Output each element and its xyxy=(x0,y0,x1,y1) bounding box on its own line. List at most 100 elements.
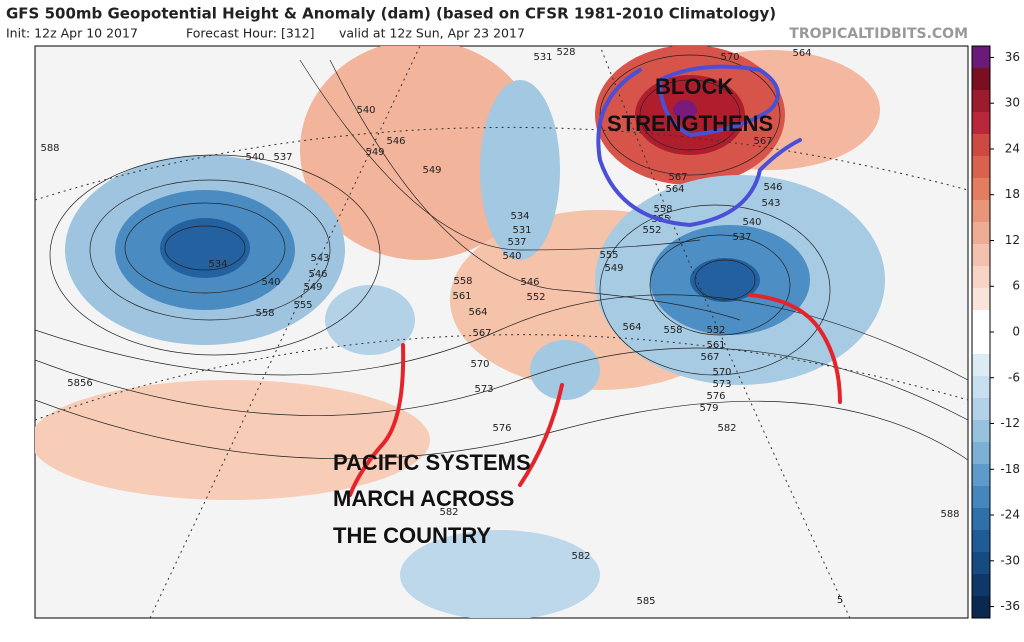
colorbar-segment xyxy=(972,596,990,619)
colorbar-segment xyxy=(972,266,990,289)
colorbar-tick-label: 0 xyxy=(1012,325,1020,339)
colorbar-segment xyxy=(972,46,990,69)
contour-label: 5856 xyxy=(67,378,92,389)
contour-label: 576 xyxy=(492,423,511,434)
contour-label: 543 xyxy=(310,253,329,264)
annotation: PACIFIC SYSTEMS xyxy=(333,450,531,475)
colorbar-segment xyxy=(972,200,990,223)
block-max xyxy=(673,100,697,120)
contour-label: 5 xyxy=(837,595,843,606)
colorbar-segment xyxy=(972,376,990,399)
contour-label: 546 xyxy=(763,182,782,193)
contours xyxy=(35,54,968,461)
contour-label: 570 xyxy=(712,367,731,378)
contour-label: 567 xyxy=(472,328,491,339)
colorbar-tick-label: 30 xyxy=(1005,96,1020,110)
contour-label: 585 xyxy=(636,596,655,607)
valid-time: valid at 12z Sun, Apr 23 2017 xyxy=(339,26,525,41)
contour-label: 558 xyxy=(453,276,472,287)
annotation: BLOCK xyxy=(655,74,733,99)
contour-label: 588 xyxy=(940,509,959,520)
contour-label: 546 xyxy=(308,269,327,280)
contour-label: 549 xyxy=(604,263,623,274)
colorbar-segment xyxy=(972,574,990,597)
colorbar-segment xyxy=(972,68,990,91)
annotation: STRENGTHENS xyxy=(607,111,773,136)
contour-label: 534 xyxy=(208,259,227,270)
contour-label: 537 xyxy=(732,232,751,243)
contour-label: 567 xyxy=(668,172,687,183)
contour-label: 582 xyxy=(717,423,736,434)
colorbar-tick-label: -12 xyxy=(1000,416,1020,430)
ridge xyxy=(300,46,540,260)
anomalies xyxy=(35,46,885,618)
contour-label: 549 xyxy=(303,282,322,293)
colorbar-tick-label: -36 xyxy=(1000,599,1020,613)
contour-label: 564 xyxy=(792,48,811,59)
contour-label: 552 xyxy=(526,292,545,303)
contour-label: 579 xyxy=(699,403,718,414)
colorbar-tick-label: -6 xyxy=(1008,370,1020,384)
colorbar-segment xyxy=(972,464,990,487)
colorbar-segment xyxy=(972,486,990,509)
contour-label: 564 xyxy=(468,307,487,318)
contour-label: 570 xyxy=(470,359,489,370)
colorbar-segment xyxy=(972,420,990,443)
colorbar-tick-label: 18 xyxy=(1005,187,1020,201)
contour-label: 540 xyxy=(502,251,521,262)
init: Init: 12z Apr 10 2017 xyxy=(6,26,138,41)
contour-label: 546 xyxy=(520,277,539,288)
contour-label: 549 xyxy=(365,147,384,158)
contour-label: 528 xyxy=(556,47,575,58)
colorbar-segment xyxy=(972,508,990,531)
contour-label: 564 xyxy=(622,322,641,333)
colorbar-segment xyxy=(972,112,990,135)
colorbar-segment xyxy=(972,156,990,179)
contour-label: 582 xyxy=(439,507,458,518)
contour-label: 531 xyxy=(533,52,552,63)
contour-label: 561 xyxy=(706,340,725,351)
contour-label: 552 xyxy=(642,225,661,236)
contour-label: 543 xyxy=(761,198,780,209)
trough xyxy=(480,80,560,260)
colorbar-tick-label: 12 xyxy=(1005,233,1020,247)
contour-label: 561 xyxy=(452,291,471,302)
contour-label: 564 xyxy=(665,184,684,195)
contour-label: 573 xyxy=(712,379,731,390)
contour-label: 537 xyxy=(507,237,526,248)
graticule xyxy=(34,45,969,619)
colorbar: 36 30 24 18 12 6 0 -6 -12 -18 -24 -30 -36 xyxy=(971,45,1020,619)
colorbar-segment xyxy=(972,288,990,311)
ridge xyxy=(35,380,430,500)
colorbar-tick-label: -24 xyxy=(1000,508,1020,522)
colorbar-segment xyxy=(972,530,990,553)
contour-label: 555 xyxy=(293,300,312,311)
contour-label: 540 xyxy=(245,152,264,163)
hand-drawing xyxy=(348,64,842,497)
colorbar-segment xyxy=(972,90,990,113)
site: TROPICALTIDBITS.COM xyxy=(789,26,968,42)
title: GFS 500mb Geopotential Height & Anomaly … xyxy=(6,5,776,23)
colorbar-segment xyxy=(972,222,990,245)
contour-label: 531 xyxy=(512,225,531,236)
colorbar-tick-label: 36 xyxy=(1005,50,1020,64)
contour-label: 546 xyxy=(386,136,405,147)
trough xyxy=(530,340,600,400)
contour-label: 558 xyxy=(255,308,274,319)
colorbar-tick-label: -30 xyxy=(1000,553,1020,567)
trough xyxy=(325,285,415,355)
colorbar-tick-label: 6 xyxy=(1012,279,1020,293)
contour-label: 555 xyxy=(599,250,618,261)
contour-label: 570 xyxy=(720,52,739,63)
trough-core xyxy=(690,258,760,302)
forecast-hour: Forecast Hour: [312] xyxy=(186,26,315,41)
contour-label: 567 xyxy=(700,352,719,363)
contour-label: 540 xyxy=(356,105,375,116)
contour-label: 573 xyxy=(474,384,493,395)
contour-label: 534 xyxy=(510,211,529,222)
colorbar-segment xyxy=(972,332,990,355)
contour-label: 549 xyxy=(422,165,441,176)
colorbar-segment xyxy=(972,398,990,421)
